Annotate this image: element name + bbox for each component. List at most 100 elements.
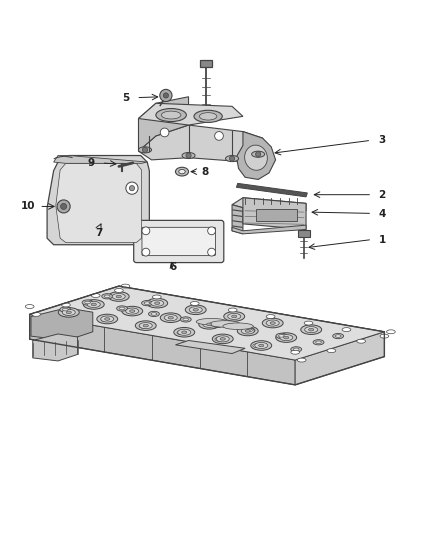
Text: 6: 6 [170, 262, 177, 272]
Polygon shape [232, 225, 306, 234]
Ellipse shape [168, 317, 173, 319]
Ellipse shape [224, 312, 245, 321]
FancyBboxPatch shape [298, 230, 310, 237]
Circle shape [142, 147, 148, 152]
Ellipse shape [126, 308, 139, 314]
Polygon shape [243, 198, 306, 230]
Ellipse shape [148, 311, 159, 317]
Text: 10: 10 [21, 201, 35, 212]
FancyBboxPatch shape [256, 208, 297, 221]
Ellipse shape [152, 295, 161, 299]
Ellipse shape [119, 307, 125, 310]
Ellipse shape [189, 306, 202, 313]
Ellipse shape [116, 295, 121, 298]
Polygon shape [237, 183, 307, 197]
Ellipse shape [180, 317, 191, 322]
Ellipse shape [101, 318, 110, 321]
Ellipse shape [117, 306, 127, 311]
Text: 7: 7 [95, 228, 103, 238]
Ellipse shape [63, 311, 72, 315]
Ellipse shape [115, 288, 123, 293]
Polygon shape [30, 286, 385, 360]
Polygon shape [138, 103, 243, 125]
Circle shape [60, 204, 67, 209]
Ellipse shape [266, 320, 279, 326]
Ellipse shape [291, 347, 302, 352]
Ellipse shape [199, 320, 220, 329]
Ellipse shape [144, 302, 150, 304]
Ellipse shape [336, 335, 341, 337]
Ellipse shape [316, 341, 321, 344]
Ellipse shape [66, 311, 71, 314]
Ellipse shape [191, 302, 199, 305]
Ellipse shape [138, 147, 152, 153]
Ellipse shape [63, 308, 68, 311]
Ellipse shape [176, 167, 188, 176]
Polygon shape [138, 125, 267, 162]
Ellipse shape [212, 334, 233, 344]
FancyBboxPatch shape [134, 220, 224, 263]
Text: 2: 2 [378, 190, 386, 200]
Text: 3: 3 [378, 135, 386, 146]
Ellipse shape [122, 306, 143, 316]
Circle shape [230, 156, 235, 161]
Ellipse shape [182, 331, 187, 334]
Polygon shape [237, 132, 276, 180]
Polygon shape [138, 97, 188, 151]
Ellipse shape [91, 303, 96, 306]
FancyBboxPatch shape [142, 228, 215, 256]
Ellipse shape [279, 335, 284, 337]
Ellipse shape [241, 328, 254, 334]
Ellipse shape [327, 349, 336, 353]
Circle shape [160, 90, 172, 102]
Ellipse shape [291, 350, 300, 354]
Polygon shape [232, 198, 306, 211]
Ellipse shape [193, 309, 198, 311]
Ellipse shape [60, 307, 71, 312]
Circle shape [142, 227, 150, 235]
Ellipse shape [220, 337, 226, 340]
Ellipse shape [223, 323, 253, 329]
Circle shape [142, 248, 150, 256]
Ellipse shape [270, 322, 276, 325]
Circle shape [126, 182, 138, 194]
Ellipse shape [105, 318, 110, 320]
Circle shape [186, 153, 191, 158]
Ellipse shape [247, 329, 252, 332]
Ellipse shape [252, 151, 265, 157]
Ellipse shape [245, 329, 251, 332]
Ellipse shape [313, 340, 324, 345]
Ellipse shape [156, 109, 186, 122]
Ellipse shape [194, 110, 222, 123]
Ellipse shape [309, 328, 314, 331]
Polygon shape [119, 286, 385, 357]
Text: 8: 8 [201, 167, 208, 176]
Ellipse shape [62, 303, 71, 307]
Ellipse shape [139, 324, 148, 328]
Polygon shape [47, 156, 149, 245]
Ellipse shape [215, 324, 220, 326]
Ellipse shape [147, 298, 168, 308]
Circle shape [160, 128, 169, 137]
Circle shape [208, 227, 215, 235]
Ellipse shape [215, 337, 224, 341]
Ellipse shape [244, 328, 255, 333]
Ellipse shape [160, 313, 181, 322]
Ellipse shape [226, 156, 239, 161]
Ellipse shape [164, 314, 177, 321]
Ellipse shape [92, 294, 100, 297]
Ellipse shape [97, 314, 118, 324]
Ellipse shape [333, 334, 343, 338]
Ellipse shape [104, 295, 110, 297]
Ellipse shape [209, 321, 240, 327]
Ellipse shape [179, 169, 185, 174]
Ellipse shape [266, 314, 275, 319]
Ellipse shape [108, 292, 129, 301]
Ellipse shape [177, 330, 186, 335]
Ellipse shape [62, 309, 75, 316]
Ellipse shape [293, 348, 299, 351]
Ellipse shape [301, 325, 321, 334]
Ellipse shape [101, 316, 114, 322]
Ellipse shape [151, 300, 164, 306]
Ellipse shape [32, 312, 41, 316]
